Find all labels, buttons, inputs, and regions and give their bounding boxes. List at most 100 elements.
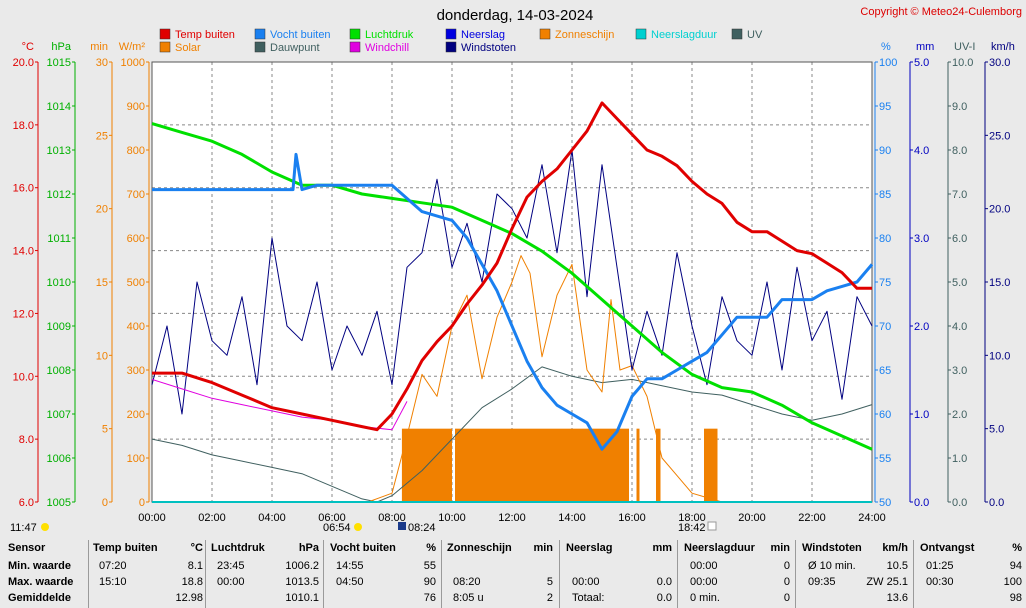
sun-icon <box>41 523 49 531</box>
summary-header: Temp buiten <box>93 542 158 554</box>
time-tick-label: 14:00 <box>558 512 586 524</box>
axis-tick-label-uv: 6.0 <box>952 233 967 245</box>
summary-cell-value: 100 <box>1003 576 1022 588</box>
axis-tick-label-uv: 9.0 <box>952 101 967 113</box>
axis-tick-label-pressure: 1014 <box>47 101 71 113</box>
axis-tick-label-pressure: 1012 <box>47 189 71 201</box>
legend-swatch <box>349 41 361 53</box>
summary-column: Vocht buiten% 14:55 55 04:50 90 76 <box>330 540 436 608</box>
sunshine-bar <box>704 428 718 502</box>
column-separator <box>88 540 89 608</box>
sunrise-icon <box>354 523 362 531</box>
legend-swatch <box>254 41 266 53</box>
axis-tick-label-pressure: 1005 <box>47 497 71 509</box>
axis-tick-label-solar: 700 <box>127 189 145 201</box>
sunshine-bar <box>656 428 661 502</box>
axis-tick-label-solar: 900 <box>127 101 145 113</box>
summary-row-label: Gemiddelde <box>8 592 71 604</box>
noon-label: 08:24 <box>408 522 436 534</box>
axis-tick-label-humidity: 85 <box>879 189 891 201</box>
axis-tick-label-uv: 10.0 <box>952 57 973 69</box>
series-temp <box>152 101 872 432</box>
axis-tick-label-solar: 1000 <box>121 57 145 69</box>
summary-cell-time: 08:20 <box>453 576 481 588</box>
time-tick-label: 10:00 <box>438 512 466 524</box>
axis-tick-label-rain: 0.0 <box>914 497 929 509</box>
axis-tick-label-solar: 600 <box>127 233 145 245</box>
summary-cell-value: 12.98 <box>175 592 203 604</box>
column-separator <box>559 540 560 608</box>
summary-column: Temp buiten °C 07:20 8.1 15:10 18.8 12.98 <box>93 540 203 608</box>
legend-swatch <box>254 28 266 40</box>
summary-cell-time: 00:30 <box>926 576 954 588</box>
summary-cell-time: Totaal: <box>572 592 605 604</box>
axis-tick-label-solar: 300 <box>127 365 145 377</box>
axis-unit-humidity: % <box>881 41 891 53</box>
legend-swatch <box>159 28 171 40</box>
legend-label: Neerslagduur <box>651 29 717 41</box>
axis-tick-label-humidity: 100 <box>879 57 897 69</box>
axis-tick-label-wind: 0.0 <box>989 497 1004 509</box>
summary-cell-time: 23:45 <box>217 560 245 572</box>
noon-icon <box>398 522 406 530</box>
axis-tick-label-wind: 20.0 <box>989 204 1010 216</box>
time-tick-label: 24:00 <box>858 512 886 524</box>
time-tick-label: 00:00 <box>138 512 166 524</box>
column-separator <box>795 540 796 608</box>
summary-header: Luchtdruk <box>211 542 265 554</box>
legend-label: Vocht buiten <box>270 29 331 41</box>
axis-unit-pressure: hPa <box>51 41 71 53</box>
axis-tick-label-rain: 1.0 <box>914 409 929 421</box>
axis-tick-label-solar: 100 <box>127 453 145 465</box>
axis-unit-wind: km/h <box>991 41 1015 53</box>
summary-cell-time: 04:50 <box>336 576 364 588</box>
summary-unit: min <box>770 542 790 554</box>
axis-tick-label-uv: 7.0 <box>952 189 967 201</box>
summary-column: Neerslag mm 00:00 0.0 Totaal: 0.0 <box>566 540 672 608</box>
summary-cell-value: 18.8 <box>181 576 203 588</box>
axis-tick-label-sunmin: 10 <box>96 350 108 362</box>
axis-tick-label-wind: 10.0 <box>989 350 1010 362</box>
summary-unit: % <box>1012 542 1022 554</box>
axis-tick-label-wind: 15.0 <box>989 277 1010 289</box>
summary-column: Sensor Min. waarde Max. waarde Gemiddelde <box>8 540 83 608</box>
summary-cell-value: 76 <box>423 592 436 604</box>
summary-column: Luchtdruk hPa 23:45 1006.2 00:00 1013.5 1010.1 <box>211 540 319 608</box>
summary-cell-time: 8:05 u <box>453 592 484 604</box>
axis-tick-label-pressure: 1008 <box>47 365 71 377</box>
legend-swatch <box>445 41 457 53</box>
series-dauwpunt <box>151 366 873 503</box>
series-luchtdruk <box>151 122 873 451</box>
sunset-icon <box>707 521 717 531</box>
axis-tick-label-pressure: 1013 <box>47 145 71 157</box>
summary-cell-time: 00:00 <box>572 576 600 588</box>
legend-swatch <box>445 28 457 40</box>
legend-swatch <box>539 28 551 40</box>
axis-tick-label-temp: 14.0 <box>13 246 34 258</box>
legend-swatch <box>635 28 647 40</box>
summary-cell-value: 98 <box>1009 592 1022 604</box>
axis-tick-label-temp: 8.0 <box>19 434 34 446</box>
summary-column: Zonneschijn min 08:20 5 8:05 u 2 <box>447 540 553 608</box>
axis-tick-label-humidity: 95 <box>879 101 891 113</box>
weather-chart: donderdag, 14-03-2024 6.0 8.0 10.0 12.0 14.0… <box>10 7 1015 534</box>
summary-cell-value: 0.0 <box>656 576 672 588</box>
axis-tick-label-humidity: 80 <box>879 233 891 245</box>
axis-tick-label-pressure: 1011 <box>47 233 71 245</box>
summary-cell-value: 94 <box>1009 560 1022 572</box>
axis-unit-uv: UV-I <box>954 41 975 53</box>
axis-tick-label-uv: 5.0 <box>952 277 967 289</box>
axis-tick-label-uv: 2.0 <box>952 409 967 421</box>
axis-tick-label-sunmin: 25 <box>96 130 108 142</box>
axis-tick-label-pressure: 1006 <box>47 453 71 465</box>
axis-unit-sunmin: min <box>90 41 108 53</box>
axis-tick-label-solar: 400 <box>127 321 145 333</box>
axis-tick-label-temp: 18.0 <box>13 120 34 132</box>
summary-cell-value: 1010.1 <box>285 592 319 604</box>
axis-tick-label-humidity: 50 <box>879 497 891 509</box>
summary-column: Neerslagduur min 00:00 0 00:00 0 0 min. 0 <box>684 540 790 608</box>
axis-tick-label-humidity: 70 <box>879 321 891 333</box>
axis-tick-label-sunmin: 30 <box>96 57 108 69</box>
axis-tick-label-wind: 5.0 <box>989 424 1004 436</box>
